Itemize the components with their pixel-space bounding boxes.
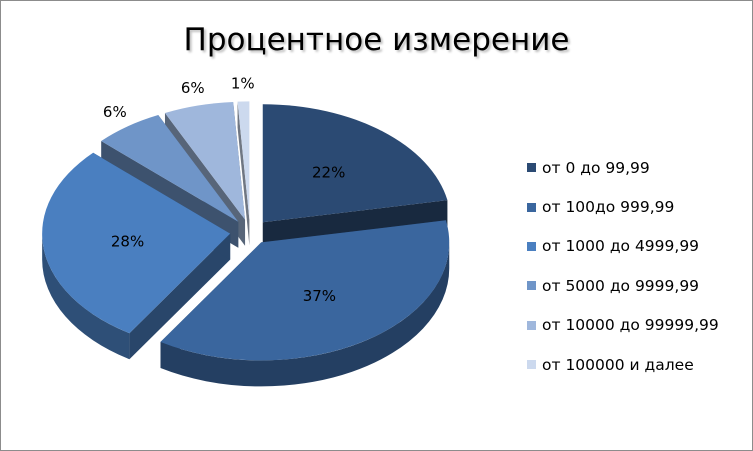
pie-slice-top [160, 220, 450, 361]
legend-item: от 5000 до 9999,99 [527, 266, 719, 305]
pie-slice-top [164, 102, 246, 220]
legend-swatch [527, 163, 536, 173]
pie-slice-side [42, 233, 130, 360]
legend-label: от 5000 до 9999,99 [542, 276, 700, 295]
legend-label: от 100000 и далее [542, 355, 694, 374]
legend: от 0 до 99,99 от 100до 999,99 от 1000 до 4… [527, 148, 719, 384]
legend-item: от 10000 до 99999,99 [527, 306, 719, 345]
pie-slice-top [237, 101, 250, 220]
pie-slice-wall [237, 101, 250, 246]
legend-label: от 1000 до 4999,99 [542, 237, 700, 256]
data-label: 6% [181, 79, 205, 97]
pie-slice-top [262, 104, 448, 223]
pie-slice-wall [129, 233, 231, 360]
legend-item: от 100000 и далее [527, 345, 719, 384]
legend-label: от 10000 до 99999,99 [542, 316, 719, 335]
legend-label: от 100до 999,99 [542, 198, 675, 217]
data-label: 37% [303, 287, 336, 305]
legend-label: от 0 до 99,99 [542, 158, 650, 177]
pie-slice-6 [237, 101, 250, 246]
chart-title: Процентное измерение [183, 22, 570, 58]
legend-swatch [527, 281, 536, 291]
pie-slice-2 [160, 220, 450, 387]
data-label: 22% [312, 163, 345, 181]
legend-swatch [527, 202, 536, 212]
data-label: 6% [103, 103, 127, 121]
pie-slice-1 [262, 104, 448, 249]
pie-slice-side [160, 242, 450, 387]
data-label: 1% [231, 74, 255, 92]
legend-item: от 100до 999,99 [527, 187, 719, 226]
legend-item: от 0 до 99,99 [527, 148, 719, 187]
legend-swatch [527, 241, 536, 251]
legend-item: от 1000 до 4999,99 [527, 227, 719, 266]
legend-swatch [527, 360, 536, 370]
pie-slice-3 [42, 152, 231, 360]
data-label: 28% [111, 233, 144, 251]
pie-slice-wall [262, 200, 448, 249]
pie-slice-top [101, 115, 239, 222]
pie-slice-top [42, 152, 231, 334]
legend-swatch [527, 320, 536, 330]
